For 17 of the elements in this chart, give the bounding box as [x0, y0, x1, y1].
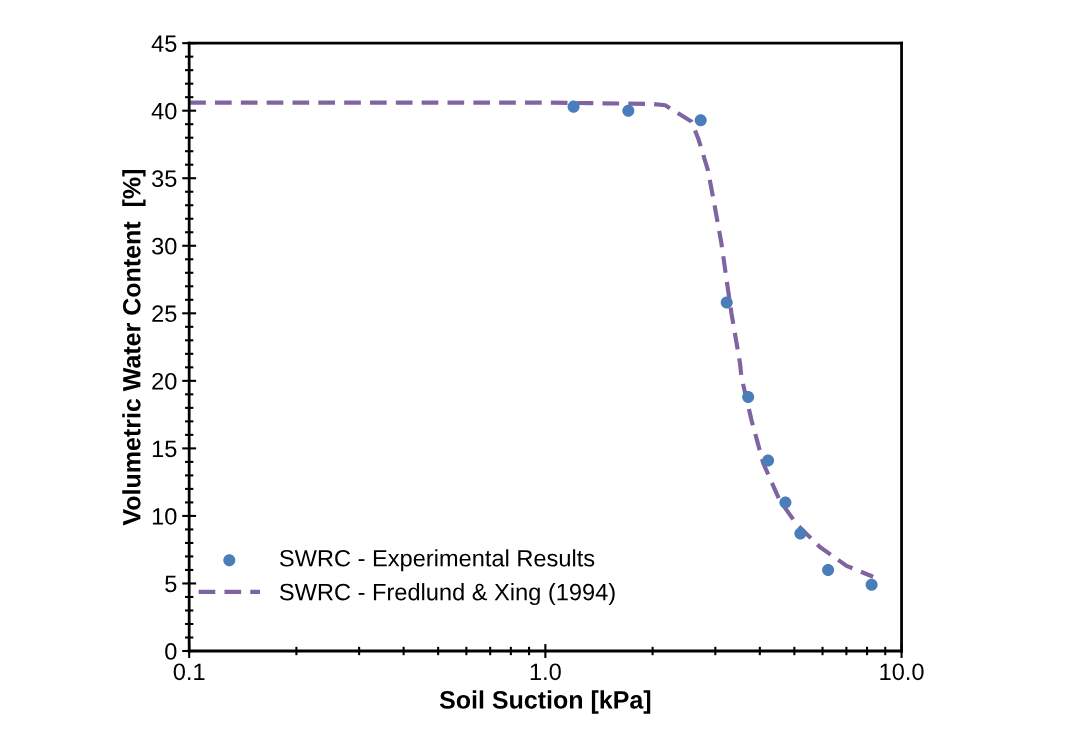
y-tick-label: 30 [152, 237, 177, 255]
y-tick-label: 15 [152, 440, 177, 458]
y-tick-label: 35 [152, 170, 177, 188]
y-tick-label: 40 [151, 102, 177, 120]
y-tick-label: 10 [152, 507, 177, 525]
x-axis-title: Soil Suction [kPa] [439, 690, 651, 714]
legend-label: SWRC - Fredlund & Xing (1994) [279, 583, 615, 606]
y-tick-label: 25 [152, 305, 177, 323]
y-tick-label: 20 [152, 372, 177, 390]
y-axis-title: Volumetric Water Content [%] [122, 169, 146, 526]
y-tick-label: 5 [165, 575, 177, 593]
y-tick-label: 0 [165, 643, 177, 660]
x-tick-label: 10.0 [880, 663, 924, 681]
x-tick-label: 1.0 [530, 663, 561, 681]
y-tick-label: 45 [151, 35, 177, 52]
legend-label: SWRC - Experimental Results [279, 549, 595, 572]
x-tick-label: 0.1 [173, 663, 205, 681]
